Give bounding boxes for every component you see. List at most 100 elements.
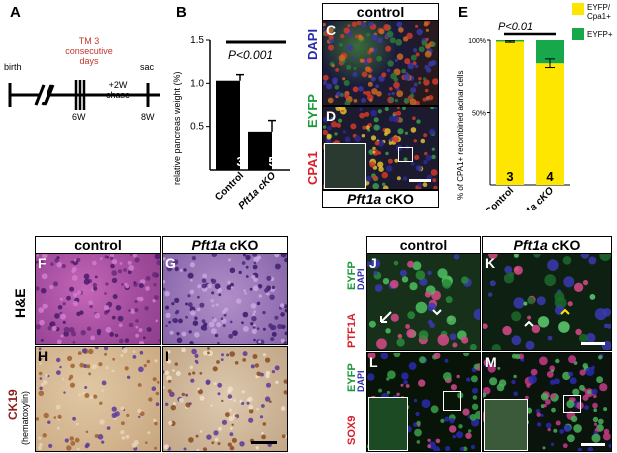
cell-nucleus bbox=[178, 397, 184, 403]
chart-e-bar-segment bbox=[536, 63, 564, 186]
panel-label-c: C bbox=[326, 22, 337, 38]
cell-nucleus bbox=[385, 151, 389, 156]
cell-nucleus bbox=[262, 422, 267, 426]
cell-nucleus bbox=[85, 430, 89, 434]
cell-nucleus bbox=[539, 356, 548, 366]
cell-nucleus bbox=[192, 320, 199, 326]
cell-nucleus bbox=[547, 259, 559, 271]
cell-nucleus bbox=[599, 254, 611, 261]
cell-nucleus bbox=[567, 434, 575, 443]
cell-nucleus bbox=[422, 182, 428, 187]
cell-nucleus bbox=[152, 377, 157, 382]
cell-nucleus bbox=[412, 261, 422, 271]
cell-nucleus bbox=[327, 27, 334, 34]
cell-nucleus bbox=[376, 55, 382, 62]
cell-nucleus bbox=[483, 359, 491, 366]
cell-nucleus bbox=[271, 331, 277, 337]
cell-nucleus bbox=[550, 393, 556, 399]
cell-nucleus bbox=[470, 343, 477, 350]
cell-nucleus bbox=[274, 315, 279, 320]
label-eyfp-cd: EYFP bbox=[305, 94, 320, 128]
cell-nucleus bbox=[536, 296, 546, 306]
cell-nucleus bbox=[167, 389, 172, 394]
cell-nucleus bbox=[218, 426, 222, 431]
cell-nucleus bbox=[256, 371, 261, 377]
cell-nucleus bbox=[344, 100, 351, 105]
cell-nucleus bbox=[112, 357, 116, 361]
cell-nucleus bbox=[106, 426, 111, 430]
header-cko-cd: Pft1a cKO bbox=[322, 190, 439, 208]
cell-nucleus bbox=[165, 324, 168, 328]
cell-nucleus bbox=[121, 421, 125, 426]
cell-nucleus bbox=[343, 80, 350, 86]
cell-nucleus bbox=[378, 166, 384, 172]
cell-nucleus bbox=[358, 35, 364, 41]
cell-nucleus bbox=[128, 309, 131, 312]
cell-nucleus bbox=[416, 440, 421, 444]
cell-nucleus bbox=[597, 418, 604, 425]
cell-nucleus bbox=[78, 393, 82, 397]
cell-nucleus bbox=[513, 254, 519, 258]
chart-b-n-label: 3 bbox=[236, 154, 243, 169]
cell-nucleus bbox=[393, 353, 401, 358]
cell-nucleus bbox=[403, 380, 408, 385]
cell-nucleus bbox=[593, 408, 597, 412]
header-control-fh: control bbox=[35, 236, 161, 254]
cell-nucleus bbox=[336, 91, 341, 97]
header-cko-km: Pft1a cKO bbox=[482, 236, 612, 254]
cell-nucleus bbox=[262, 327, 266, 331]
cell-nucleus bbox=[134, 257, 140, 263]
cell-nucleus bbox=[368, 21, 374, 27]
legend-green-swatch bbox=[572, 28, 584, 40]
cell-nucleus bbox=[72, 416, 76, 421]
cell-nucleus bbox=[172, 259, 179, 265]
cell-nucleus bbox=[378, 388, 383, 393]
cell-nucleus bbox=[361, 134, 366, 138]
cell-nucleus bbox=[428, 95, 434, 101]
cell-nucleus bbox=[424, 88, 429, 93]
cell-nucleus bbox=[420, 138, 426, 144]
cell-nucleus bbox=[212, 317, 217, 323]
cell-nucleus bbox=[342, 130, 346, 134]
cell-nucleus bbox=[214, 437, 219, 442]
cell-nucleus bbox=[444, 416, 450, 422]
cell-nucleus bbox=[386, 390, 390, 395]
cell-nucleus bbox=[243, 289, 246, 292]
cell-nucleus bbox=[133, 281, 137, 284]
cell-nucleus bbox=[163, 444, 169, 450]
cell-nucleus bbox=[323, 129, 328, 136]
cell-nucleus bbox=[466, 377, 471, 382]
cell-nucleus bbox=[178, 318, 183, 324]
cell-nucleus bbox=[536, 422, 542, 427]
cell-nucleus bbox=[226, 353, 230, 357]
cell-nucleus bbox=[427, 302, 437, 312]
cell-nucleus bbox=[253, 256, 260, 263]
cell-nucleus bbox=[174, 311, 179, 315]
cell-nucleus bbox=[536, 412, 541, 417]
cell-nucleus bbox=[432, 178, 437, 183]
cell-nucleus bbox=[281, 434, 286, 439]
cell-nucleus bbox=[201, 278, 207, 283]
cell-nucleus bbox=[242, 311, 249, 318]
cell-nucleus bbox=[442, 279, 452, 289]
cell-nucleus bbox=[89, 304, 93, 309]
cell-nucleus bbox=[364, 66, 371, 72]
cell-nucleus bbox=[472, 387, 478, 394]
cell-nucleus bbox=[336, 123, 341, 128]
cell-nucleus bbox=[227, 389, 232, 394]
timeline-8w: 8W bbox=[141, 112, 155, 122]
cell-nucleus bbox=[387, 92, 391, 96]
cell-nucleus bbox=[527, 315, 532, 320]
cell-nucleus bbox=[246, 401, 250, 405]
cell-nucleus bbox=[373, 117, 379, 123]
cell-nucleus bbox=[323, 27, 325, 31]
cell-nucleus bbox=[389, 87, 393, 91]
cell-nucleus bbox=[118, 323, 123, 328]
cell-nucleus bbox=[83, 278, 90, 285]
cell-nucleus bbox=[229, 351, 235, 357]
cell-nucleus bbox=[270, 337, 275, 342]
cell-nucleus bbox=[570, 415, 578, 422]
cell-nucleus bbox=[138, 366, 144, 373]
cell-nucleus bbox=[190, 279, 193, 282]
cell-nucleus bbox=[376, 91, 382, 97]
